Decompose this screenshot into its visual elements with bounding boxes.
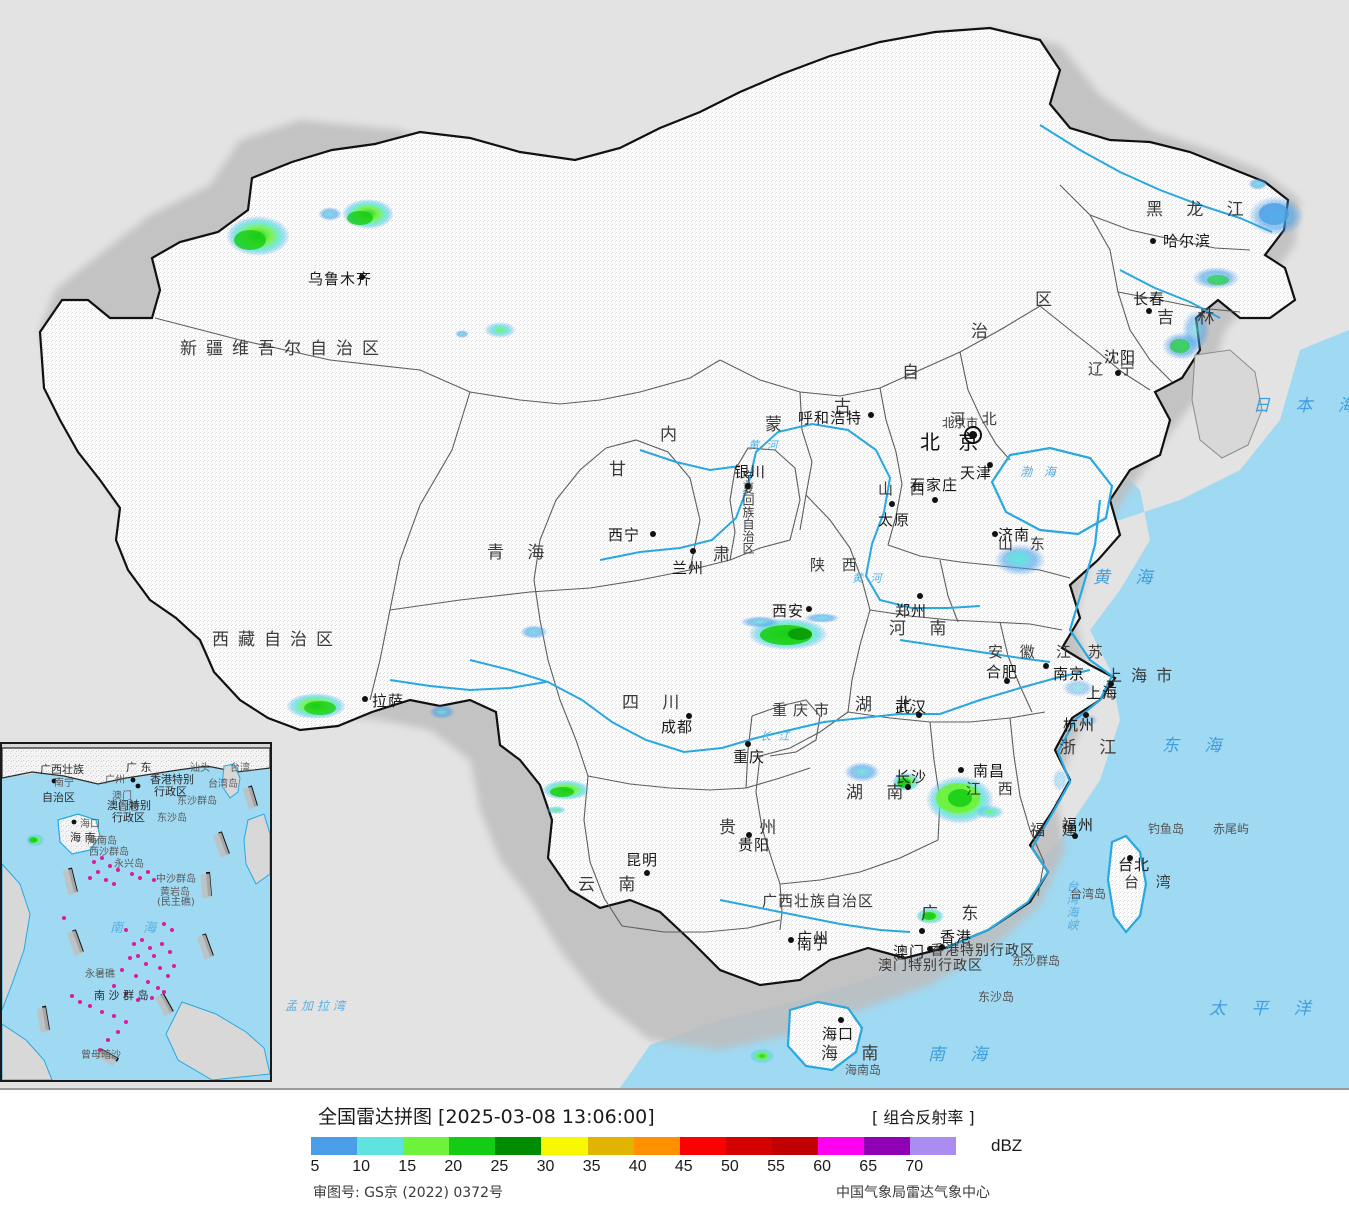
city-dot-长春 [1146,308,1152,314]
colorbar-tick-60: 60 [813,1158,831,1175]
city-dot-重庆 [745,741,751,747]
radar-echo-layer [226,178,1304,1063]
city-dot-太原 [889,501,895,507]
city-dot-银川 [745,483,751,489]
colorbar-swatch-55 [771,1137,819,1155]
inset-map-svg [2,744,270,1080]
colorbar-tick-35: 35 [582,1158,601,1175]
colorbar-swatch-35 [587,1137,634,1155]
colorbar-swatch-5 [311,1137,358,1155]
city-dot-香港 [939,944,945,950]
colorbar-swatch-15 [403,1137,450,1155]
city-dot-成都 [686,713,692,719]
colorbar-tick-45: 45 [674,1158,693,1175]
city-dot-合肥 [1004,678,1010,684]
city-dot-海口 [838,1017,844,1023]
colorbar-tick-15: 15 [398,1158,417,1175]
city-dot-兰州 [690,548,696,554]
colorbar-tick-5: 5 [310,1158,320,1175]
colorbar-tick-40: 40 [628,1158,647,1175]
city-dot-哈尔滨 [1150,238,1156,244]
colorbar-swatch-45 [679,1137,726,1155]
map-canvas[interactable]: 新疆维吾尔自治区 西藏自治区青 海甘肃内蒙古自治区宁夏回族自治区陕 西山 西河 北… [0,0,1349,1088]
colorbar-swatch-30 [541,1137,588,1155]
colorbar-tick-65: 65 [859,1158,878,1175]
city-dot-拉萨 [362,696,368,702]
colorbar-swatch-20 [449,1137,496,1155]
city-dot-天津 [987,462,993,468]
colorbar-swatch-70 [910,1137,957,1155]
city-dot-石家庄 [932,497,938,503]
city-dot-西安 [806,606,812,612]
legend-title: 全国雷达拼图 [2025-03-08 13:06:00] [318,1106,655,1128]
colorbar-swatch-10 [357,1137,404,1155]
colorbar-swatch-60 [818,1137,865,1155]
capital-marker [964,426,982,444]
city-dot-沈阳 [1115,370,1121,376]
city-dot-南京 [1043,663,1049,669]
colorbar-swatch-65 [864,1137,911,1155]
city-dot-南宁 [788,937,794,943]
city-dot-澳门 [927,946,933,952]
city-dot-福州 [1072,833,1078,839]
colorbar-swatch-50 [725,1137,772,1155]
city-dot-上海 [1108,681,1114,687]
colorbar-tick-30: 30 [536,1158,555,1175]
city-dot-长沙 [905,784,911,790]
city-dot-乌鲁木齐 [359,274,365,280]
city-dot-广州 [919,928,925,934]
city-dot-昆明 [644,870,650,876]
map-approval-number: 审图号: GS京 (2022) 0372号 [313,1185,503,1201]
issuing-agency: 中国气象局雷达气象中心 [836,1185,990,1201]
colorbar-swatch-40 [633,1137,680,1155]
legend-title-row: 全国雷达拼图 [2025-03-08 13:06:00] [ 组合反射率 ] [0,1102,1349,1128]
city-dot-济南 [992,531,998,537]
colorbar-tick-20: 20 [444,1158,463,1175]
colorbar-tick-70: 70 [905,1158,924,1175]
colorbar-tick-55: 55 [767,1158,785,1175]
colorbar-unit-label: dBZ [991,1136,1023,1155]
city-dot-呼和浩特 [868,412,874,418]
colorbar-tick-10: 10 [352,1158,370,1175]
colorbar-tick-50: 50 [720,1158,739,1175]
colorbar-swatch-25 [495,1137,542,1155]
city-dot-台北 [1127,855,1133,861]
south-china-sea-inset[interactable]: 广西壮族 自治区 南宁广 东广州 澳门 香港 香港特别 行政区 澳门特别 行政区 汕头 台湾 台湾岛东… [0,742,272,1082]
colorbar-tick-25: 25 [490,1158,509,1175]
city-dot-武汉 [916,712,922,718]
city-dot-西宁 [650,531,656,537]
dbz-colorbar[interactable] [311,1137,957,1155]
legend-product-label: [ 组合反射率 ] [872,1108,975,1127]
city-dot-郑州 [917,593,923,599]
city-dot-南昌 [958,767,964,773]
city-dot-杭州 [1083,712,1089,718]
city-dot-贵阳 [746,832,752,838]
